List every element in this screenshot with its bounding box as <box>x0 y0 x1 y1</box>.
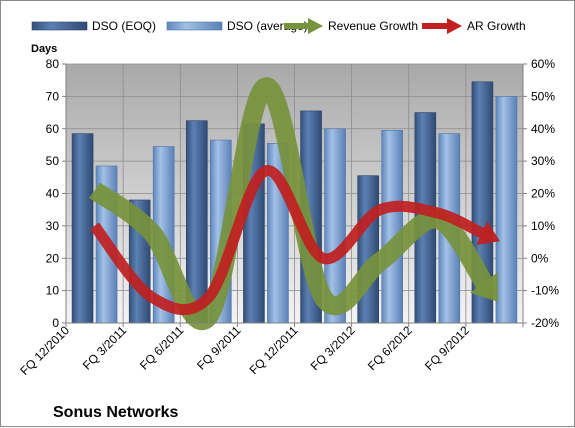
bar-dso-average-fq-3-2012 <box>381 130 403 324</box>
y-tick-label-0: 0 <box>52 316 59 330</box>
bar-dso-average-fq-9-2012 <box>495 96 518 324</box>
legend-item-ar-growth: AR Growth <box>422 18 526 34</box>
legend-item-dso-eoq: DSO (EOQ) <box>31 19 156 33</box>
chart-title: Sonus Networks <box>53 404 178 421</box>
bar-dso-eoq-fq-12-2010 <box>71 133 94 324</box>
legend-arrowhead-ar-growth <box>447 18 462 34</box>
y2-tick-label-5: 30% <box>531 154 555 168</box>
legend-label-dso-average: DSO (average) <box>227 19 308 33</box>
y-tick-label-3: 30 <box>46 219 60 233</box>
y2-tick-label-8: 60% <box>531 57 555 71</box>
x-tick-label-fq-12-2011: FQ 12/2011 <box>247 323 301 377</box>
x-tick-label-fq-6-2012: FQ 6/2012 <box>365 323 415 373</box>
x-tick-label-fq-3-2012: FQ 3/2012 <box>308 323 358 373</box>
y-tick-label-6: 60 <box>46 122 60 136</box>
line-revenue-growth <box>88 77 493 330</box>
y2-tick-label-4: 20% <box>531 187 555 201</box>
y-tick-label-2: 20 <box>46 251 60 265</box>
arrowhead-revenue-growth <box>470 272 498 302</box>
growth-lines <box>88 77 500 330</box>
y2-tick-label-2: 0% <box>531 251 549 265</box>
y-axis-title: Days <box>31 43 57 55</box>
legend: DSO (EOQ) DSO (average) Revenue Growth A… <box>31 18 526 34</box>
x-tick-label-fq-9-2011: FQ 9/2011 <box>194 323 244 373</box>
x-tick-label-fq-6-2011: FQ 6/2011 <box>137 323 187 373</box>
y2-tick-label-6: 40% <box>531 122 555 136</box>
y2-tick-label-7: 50% <box>531 89 555 103</box>
y-tick-label-8: 80 <box>46 57 60 71</box>
y-tick-label-4: 40 <box>46 187 60 201</box>
legend-item-dso-average: DSO (average) <box>166 19 308 33</box>
legend-label-revenue-growth: Revenue Growth <box>328 19 418 33</box>
legend-arrowhead-revenue-growth <box>308 18 323 34</box>
y-tick-label-5: 50 <box>46 154 60 168</box>
bar-dso-eoq-fq-3-2012 <box>357 175 379 324</box>
legend-swatch-dso-eoq <box>31 21 88 31</box>
line-ar-growth <box>90 165 486 316</box>
y2-tick-label-3: 10% <box>531 219 555 233</box>
y-axis-ticks: 0 10 20 30 40 50 60 70 80 <box>46 57 66 330</box>
y2-tick-label-1: -10% <box>531 284 559 298</box>
x-tick-label-fq-9-2012: FQ 9/2012 <box>422 323 472 373</box>
x-tick-label-fq-12-2010: FQ 12/2010 <box>17 323 72 378</box>
y-tick-label-7: 70 <box>46 89 60 103</box>
arrowhead-ar-growth <box>476 221 500 245</box>
x-axis-ticks: FQ 12/2010 FQ 3/2011 FQ 6/2011 FQ 9/2011 FQ … <box>17 323 524 378</box>
legend-label-dso-eoq: DSO (EOQ) <box>92 19 156 33</box>
legend-label-ar-growth: AR Growth <box>467 19 526 33</box>
x-tick-label-fq-3-2011: FQ 3/2011 <box>80 323 130 373</box>
legend-swatch-dso-average <box>166 21 223 31</box>
y-tick-label-1: 10 <box>46 284 60 298</box>
y2-axis-ticks: -20% -10% 0% 10% 20% 30% 40% 50% 60% <box>523 57 559 330</box>
legend-item-revenue-growth: Revenue Growth <box>284 18 418 34</box>
y2-tick-label-0: -20% <box>531 316 559 330</box>
